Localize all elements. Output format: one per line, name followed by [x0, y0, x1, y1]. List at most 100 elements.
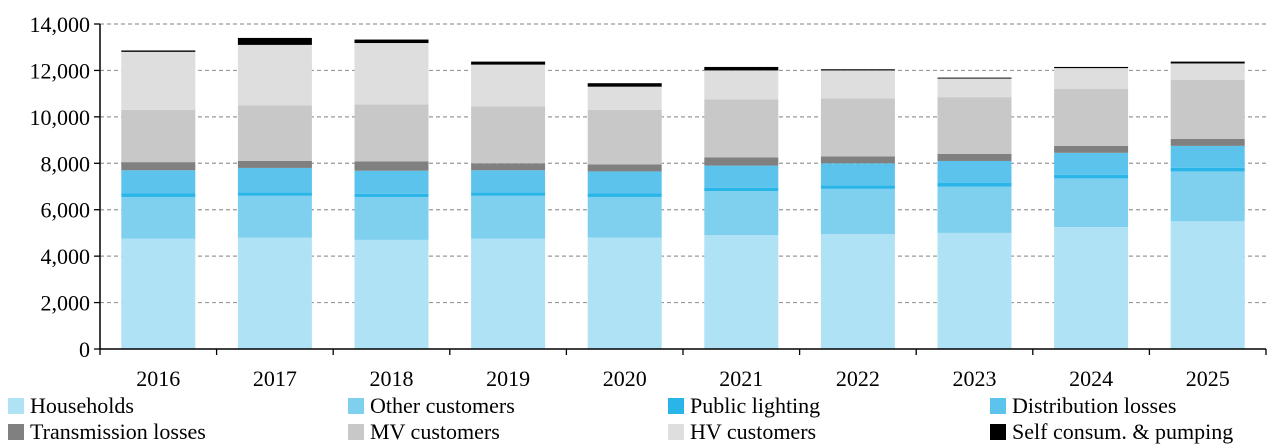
legend-item: HV customers — [668, 419, 816, 445]
bar-segment-households — [937, 232, 1012, 349]
bar-segment-public-lighting — [471, 192, 546, 196]
bar-segment-other-customers — [704, 191, 779, 236]
bar-segment-households — [587, 237, 662, 349]
bar-segment-distribution-losses — [1054, 152, 1129, 175]
y-tick-label: 0 — [79, 337, 90, 362]
bar-segment-hv-customers — [820, 70, 895, 99]
bar-segment-transmission-losses — [354, 161, 429, 171]
bar-segment-mv-customers — [121, 109, 196, 163]
bar-segment-households — [704, 235, 779, 349]
y-tick-label: 4,000 — [41, 244, 91, 269]
bar-segment-hv-customers — [704, 70, 779, 100]
bar-segment-distribution-losses — [237, 167, 312, 193]
bar-segment-distribution-losses — [820, 163, 895, 186]
legend-label: Distribution losses — [1012, 393, 1177, 418]
bar-segment-transmission-losses — [820, 156, 895, 164]
bar-segment-distribution-losses — [587, 171, 662, 194]
legend-item: Households — [8, 393, 134, 419]
legend-label: Transmission losses — [30, 419, 206, 444]
x-tick-label: 2016 — [136, 366, 180, 390]
legend-swatch — [668, 424, 684, 440]
legend-label: Households — [30, 393, 134, 418]
bar-segment-households — [121, 238, 196, 349]
x-axis-tick-labels: 2016 2017 2018 2019 2020 2021 2022 2023 2024 2025 — [136, 366, 1229, 390]
bar-segment-public-lighting — [237, 192, 312, 196]
bar-segment-hv-customers — [237, 44, 312, 106]
bar-segment-transmission-losses — [121, 162, 196, 171]
bar-segment-transmission-losses — [704, 157, 779, 166]
gridlines — [100, 23, 1266, 304]
y-tick-label: 8,000 — [41, 151, 91, 176]
bar-segment-mv-customers — [1170, 79, 1245, 139]
bar-segment-transmission-losses — [471, 163, 546, 171]
legend-label: HV customers — [690, 419, 817, 444]
bar-segment-households — [354, 239, 429, 349]
bar-segment-mv-customers — [820, 98, 895, 157]
bar-segment-distribution-losses — [1170, 145, 1245, 168]
y-tick-label: 6,000 — [41, 198, 91, 223]
bar-segment-self-consum-pumping — [820, 69, 895, 71]
legend-label: Other customers — [370, 393, 515, 418]
bar-segment-other-customers — [1170, 171, 1245, 222]
bar-segment-mv-customers — [354, 104, 429, 162]
legend-item: Public lighting — [668, 393, 820, 419]
bar-segment-public-lighting — [937, 183, 1012, 187]
bar-segment-public-lighting — [587, 193, 662, 197]
bar-segment-households — [471, 238, 546, 349]
x-tick-label: 2017 — [253, 366, 297, 390]
bar-segment-self-consum-pumping — [1054, 66, 1129, 69]
legend-swatch — [990, 398, 1006, 414]
bar-segment-transmission-losses — [1054, 145, 1129, 153]
bar-segment-distribution-losses — [121, 170, 196, 194]
bar-segment-distribution-losses — [937, 160, 1012, 184]
bar-segment-hv-customers — [121, 51, 196, 110]
legend-swatch — [8, 398, 24, 414]
axes — [94, 23, 1267, 355]
bar-segment-other-customers — [121, 196, 196, 239]
bars — [121, 37, 1245, 349]
x-tick-label: 2024 — [1069, 366, 1113, 390]
legend-label: MV customers — [370, 419, 500, 444]
legend-swatch — [990, 424, 1006, 440]
bar-segment-self-consum-pumping — [704, 66, 779, 71]
bar-segment-mv-customers — [587, 109, 662, 165]
legend-swatch — [668, 398, 684, 414]
bar-segment-self-consum-pumping — [354, 39, 429, 44]
bar-segment-self-consum-pumping — [1170, 61, 1245, 64]
x-tick-label: 2022 — [836, 366, 880, 390]
legend-swatch — [348, 398, 364, 414]
x-tick-label: 2023 — [953, 366, 997, 390]
bar-segment-hv-customers — [937, 78, 1012, 98]
bar-segment-households — [237, 237, 312, 349]
bar-segment-mv-customers — [237, 105, 312, 161]
bar-segment-public-lighting — [1054, 174, 1129, 179]
bar-segment-distribution-losses — [354, 170, 429, 194]
bar-segment-transmission-losses — [237, 160, 312, 168]
bar-segment-other-customers — [237, 195, 312, 238]
y-axis-tick-labels: 0 2,000 4,000 6,000 8,000 10,000 12,000 14,000 — [30, 12, 91, 362]
legend-label: Self consum. & pumping — [1012, 419, 1234, 444]
legend-item: Transmission losses — [8, 419, 206, 445]
bar-segment-public-lighting — [1170, 167, 1245, 172]
legend-item: Other customers — [348, 393, 515, 419]
bar-segment-self-consum-pumping — [937, 77, 1012, 79]
bar-segment-distribution-losses — [704, 165, 779, 188]
bar-segment-households — [1054, 227, 1129, 349]
bar-segment-transmission-losses — [1170, 138, 1245, 146]
bar-segment-hv-customers — [1170, 63, 1245, 80]
x-tick-label: 2018 — [370, 366, 414, 390]
y-tick-label: 10,000 — [30, 105, 91, 130]
legend-swatch — [8, 424, 24, 440]
bar-segment-distribution-losses — [471, 170, 546, 193]
x-tick-label: 2021 — [719, 366, 763, 390]
legend-label: Public lighting — [690, 393, 821, 418]
bar-segment-self-consum-pumping — [587, 83, 662, 87]
legend-item: Self consum. & pumping — [990, 419, 1233, 445]
stacked-bar-chart: 02,0004,0006,0008,00010,00012,00014,000 … — [30, 12, 1267, 390]
x-tick-label: 2025 — [1186, 366, 1230, 390]
bar-segment-hv-customers — [354, 43, 429, 105]
legend-item: MV customers — [348, 419, 500, 445]
legend-item: Distribution losses — [990, 393, 1176, 419]
legend: Households Other customers Public lighting… — [0, 388, 1274, 445]
bar-segment-transmission-losses — [937, 154, 1012, 161]
